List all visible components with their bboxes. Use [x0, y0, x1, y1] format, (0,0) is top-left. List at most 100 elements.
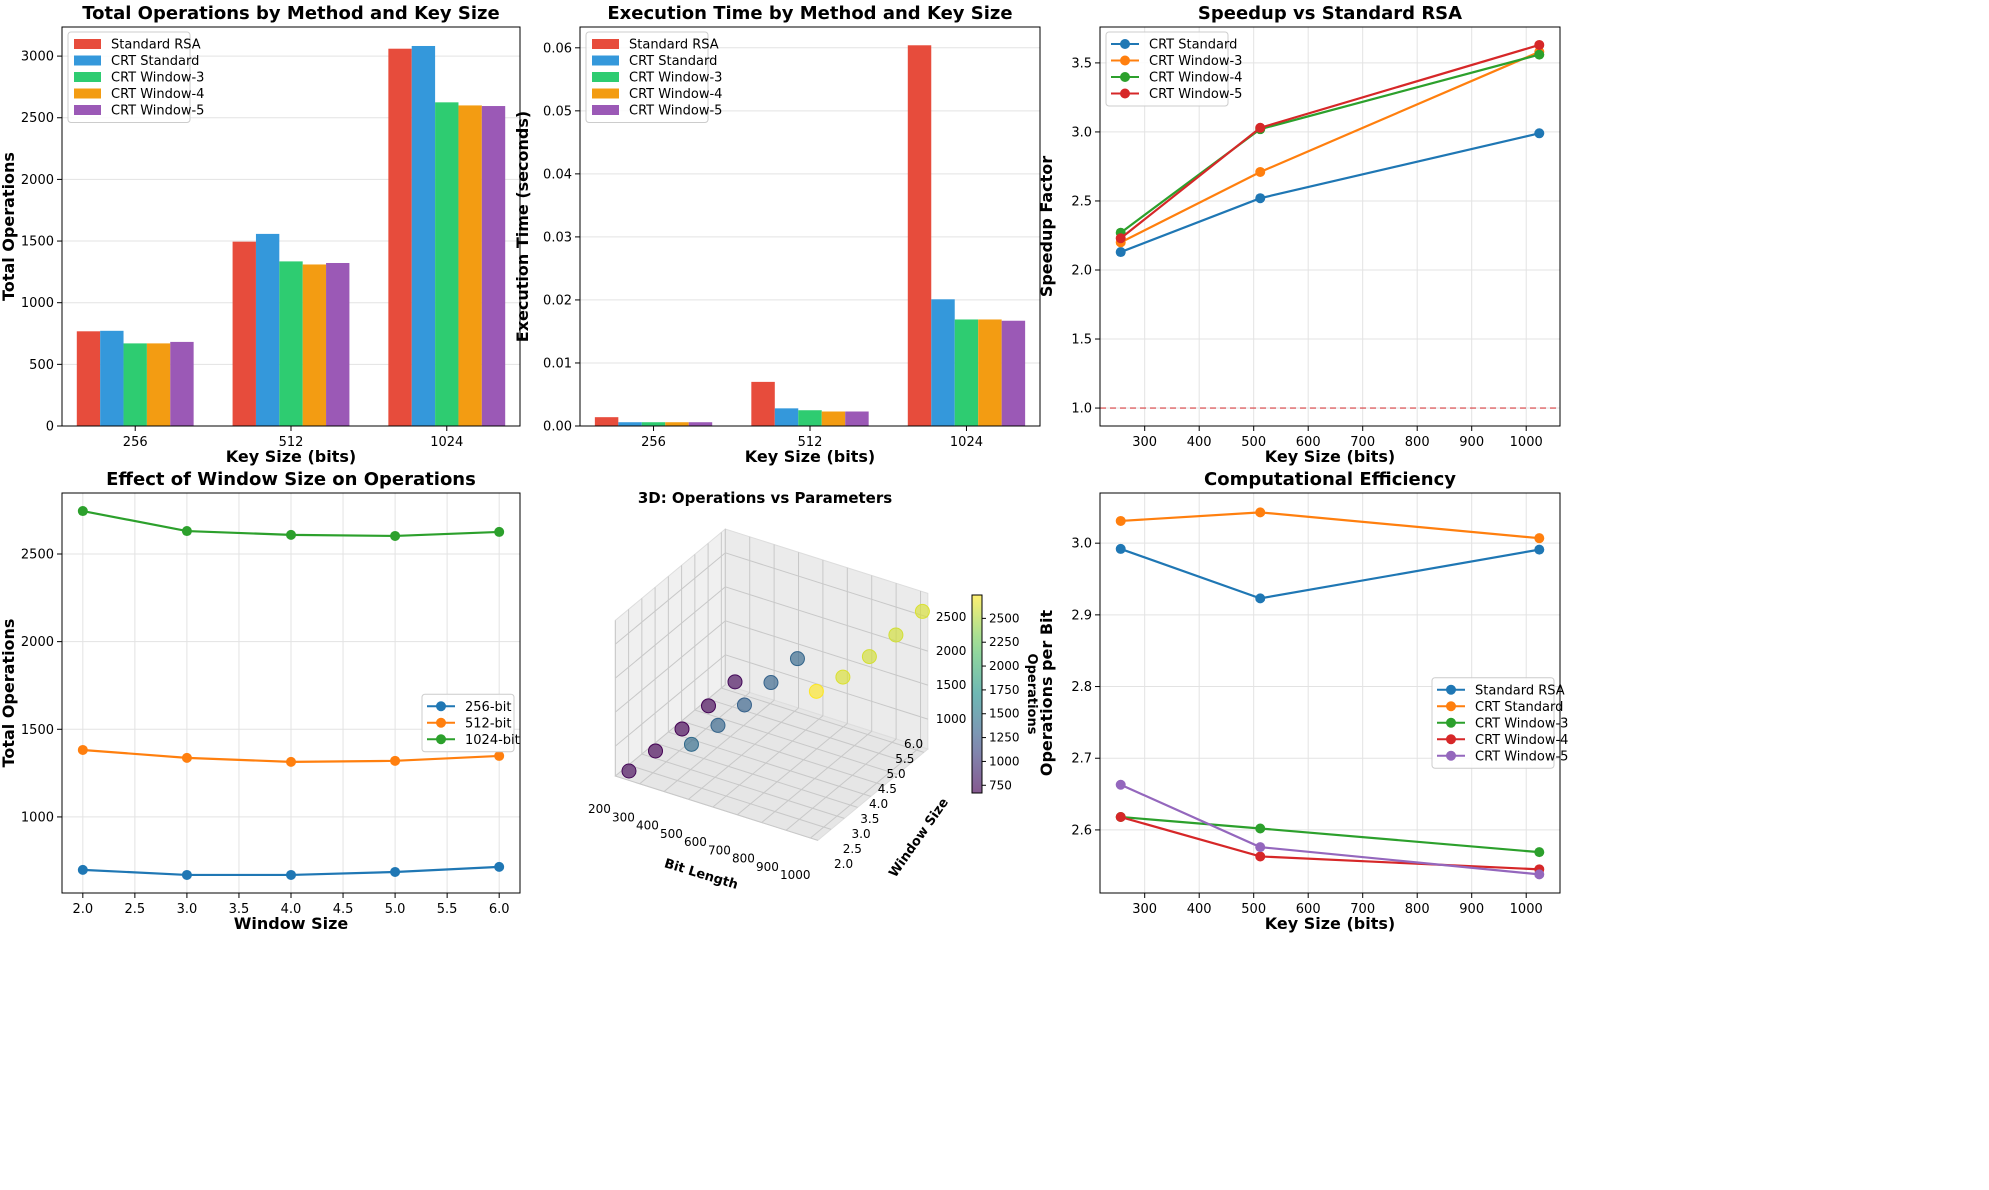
data-point [390, 530, 401, 541]
bar [232, 241, 256, 426]
z-tick-label: 1000 [936, 712, 967, 726]
x-axis-label: Bit Length [662, 856, 739, 893]
colorbar-tick-label: 1000 [989, 754, 1020, 768]
data-point [1255, 851, 1266, 862]
x-tick-label: 800 [732, 852, 755, 866]
data-point [77, 506, 88, 517]
legend-swatch [74, 88, 101, 99]
x-tick-label: 700 [1350, 435, 1375, 450]
y-tick-label: 2.0 [834, 857, 853, 871]
data-point [1534, 533, 1545, 544]
y-tick-label: 1000 [21, 810, 54, 825]
legend-entry: CRT Window-4 [1149, 71, 1242, 86]
bar [774, 408, 799, 426]
x-axis-label: Key Size (bits) [226, 447, 356, 466]
x-tick-label: 700 [1350, 902, 1375, 917]
colorbar [971, 594, 983, 794]
bar [821, 411, 846, 426]
bar-chart-panel: 0 500 1000 1500 2000 2500 3000 256 512 1024 Standa… [0, 3, 521, 466]
x-tick-label: 500 [1241, 435, 1266, 450]
data-point [1534, 49, 1545, 60]
y-axis-label: Speedup Factor [1037, 156, 1056, 297]
legend-marker [1120, 72, 1130, 82]
gridline-3d [628, 764, 832, 830]
data-point [1534, 39, 1545, 50]
colorbar-tick-label: 2250 [989, 635, 1020, 649]
y-tick-label: 0.01 [543, 356, 572, 371]
y-tick-label: 4.0 [869, 797, 888, 811]
legend-entry: CRT Window-5 [629, 104, 722, 119]
z-axis-label: Operations [1024, 654, 1039, 735]
x-tick-label: 1000 [780, 868, 811, 882]
bar-chart-panel: 0.00 0.01 0.02 0.03 0.04 0.05 0.06 256 512 1024 St… [513, 3, 1041, 466]
colorbar-tick-label: 1750 [989, 683, 1020, 697]
data-point [1534, 544, 1545, 555]
y-tick-label: 2.8 [1071, 680, 1092, 695]
legend-swatch [592, 105, 619, 115]
legend-swatch [592, 72, 619, 82]
y-tick-label: 2.7 [1071, 752, 1092, 767]
gridline-3d [712, 715, 824, 808]
x-tick-label: 700 [708, 843, 731, 857]
y-tick-label: 1000 [21, 296, 54, 311]
gridline-3d [725, 552, 928, 618]
x-tick-label: 3.0 [177, 902, 198, 917]
legend-entry: 512-bit [465, 716, 511, 731]
legend-marker [1446, 701, 1456, 712]
chart-title: Speedup vs Standard RSA [1198, 3, 1462, 24]
legend-frame [1105, 31, 1229, 107]
bar [978, 319, 1002, 426]
x-tick-label: 900 [756, 860, 779, 874]
data-point [390, 755, 401, 766]
x-tick-label: 4.5 [333, 902, 354, 917]
y-tick-label: 2.0 [1071, 263, 1092, 278]
legend-entry: CRT Window-5 [1475, 749, 1568, 764]
series-line [1120, 511, 1540, 540]
bar [302, 264, 327, 426]
bar [100, 330, 124, 426]
gridline-3d [761, 730, 873, 823]
legend-frame [585, 31, 709, 123]
legend-entry: 1024-bit [465, 733, 520, 748]
data-point [1115, 233, 1126, 244]
legend-marker [1446, 717, 1456, 728]
legend-entry: Standard RSA [111, 38, 201, 53]
x-tick-label: 1000 [1510, 902, 1543, 917]
bar [435, 102, 459, 427]
y-tick-label: 2.9 [1071, 608, 1092, 623]
gridline-3d [810, 746, 921, 839]
x-tick-label: 500 [660, 827, 683, 841]
data-point [494, 861, 505, 872]
data-point [808, 683, 824, 699]
data-point [648, 743, 663, 759]
legend-marker [1446, 750, 1456, 761]
data-point [710, 717, 726, 733]
chart-title: 3D: Operations vs Parameters [638, 489, 892, 507]
legend-entry: CRT Window-4 [1475, 733, 1568, 748]
legend-swatch [74, 72, 101, 82]
y-tick-label: 1500 [21, 235, 54, 250]
x-tick-label: 900 [1459, 902, 1484, 917]
bar [76, 331, 101, 426]
data-point [1115, 247, 1126, 258]
legend-frame [67, 31, 191, 123]
bar [931, 299, 955, 426]
y-tick-label: 1.5 [1071, 333, 1092, 348]
legend-entry: CRT Standard [1149, 38, 1237, 53]
x-tick-label: 600 [1296, 902, 1321, 917]
data-point [494, 750, 505, 761]
legend-marker [1120, 88, 1130, 99]
legend-swatch [74, 105, 101, 115]
bar [751, 381, 775, 426]
data-point [1115, 543, 1126, 554]
y-tick-label: 6.0 [904, 737, 923, 751]
bar [170, 341, 194, 426]
x-tick-label: 1024 [430, 435, 463, 450]
data-point [181, 869, 192, 880]
colorbar-tick-label: 750 [989, 778, 1012, 792]
scatter-3d-panel: 3D: Operations vs Parameters 200300400500… [588, 489, 1039, 893]
y-tick-label: 3.0 [1071, 125, 1092, 140]
x-tick-label: 3.5 [229, 902, 250, 917]
y-tick-label: 3000 [21, 50, 54, 65]
